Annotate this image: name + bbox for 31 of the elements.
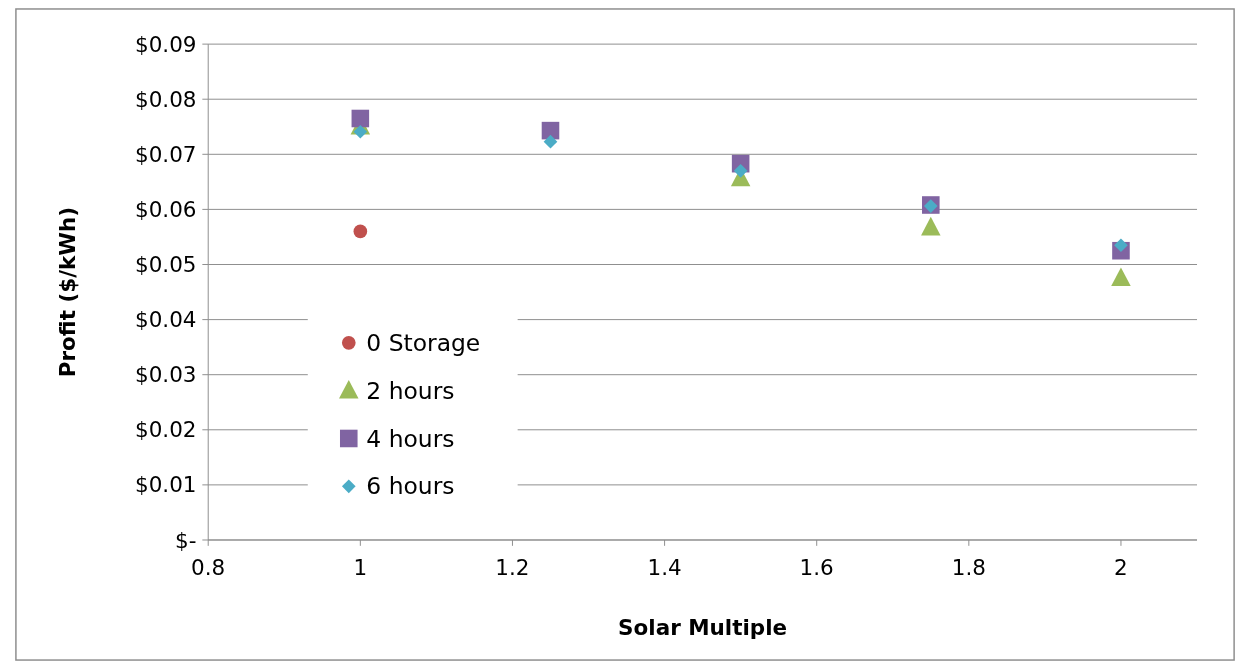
- legend-label: 4 hours: [366, 424, 455, 453]
- y-tick-label: $0.01: [135, 472, 197, 498]
- point: [351, 109, 370, 128]
- x-tick-label: 1.6: [799, 555, 834, 581]
- x-tick-label: 1.4: [647, 555, 682, 581]
- y-axis-title: Profit ($/kWh): [55, 206, 81, 378]
- point: [1111, 267, 1131, 287]
- y-tick-label: $-: [175, 527, 197, 553]
- point: [353, 224, 368, 239]
- x-axis-title: Solar Multiple: [618, 614, 788, 640]
- y-tick-label: $0.06: [135, 196, 197, 222]
- x-tick-label: 1.8: [951, 555, 986, 581]
- legend-label: 0 Storage: [366, 329, 481, 358]
- y-tick-label: $0.09: [135, 31, 197, 57]
- y-tick-label: $0.04: [135, 307, 197, 333]
- y-tick-label: $0.03: [135, 362, 197, 388]
- x-tick-label: 1: [353, 555, 368, 581]
- point: [733, 164, 748, 178]
- y-tick-label: $0.08: [135, 86, 197, 112]
- point: [921, 216, 941, 236]
- x-tick-label: 1.2: [495, 555, 530, 581]
- x-tick-label: 2: [1114, 555, 1128, 581]
- point: [543, 134, 558, 149]
- x-tick-label: 0.8: [191, 555, 226, 581]
- y-tick-label: $0.05: [135, 252, 197, 278]
- legend-label: 6 hours: [366, 472, 455, 501]
- legend-label: 2 hours: [366, 376, 455, 405]
- point: [353, 124, 368, 139]
- y-tick-label: $0.02: [135, 417, 197, 443]
- point: [1114, 238, 1128, 253]
- y-tick-label: $0.07: [135, 141, 197, 167]
